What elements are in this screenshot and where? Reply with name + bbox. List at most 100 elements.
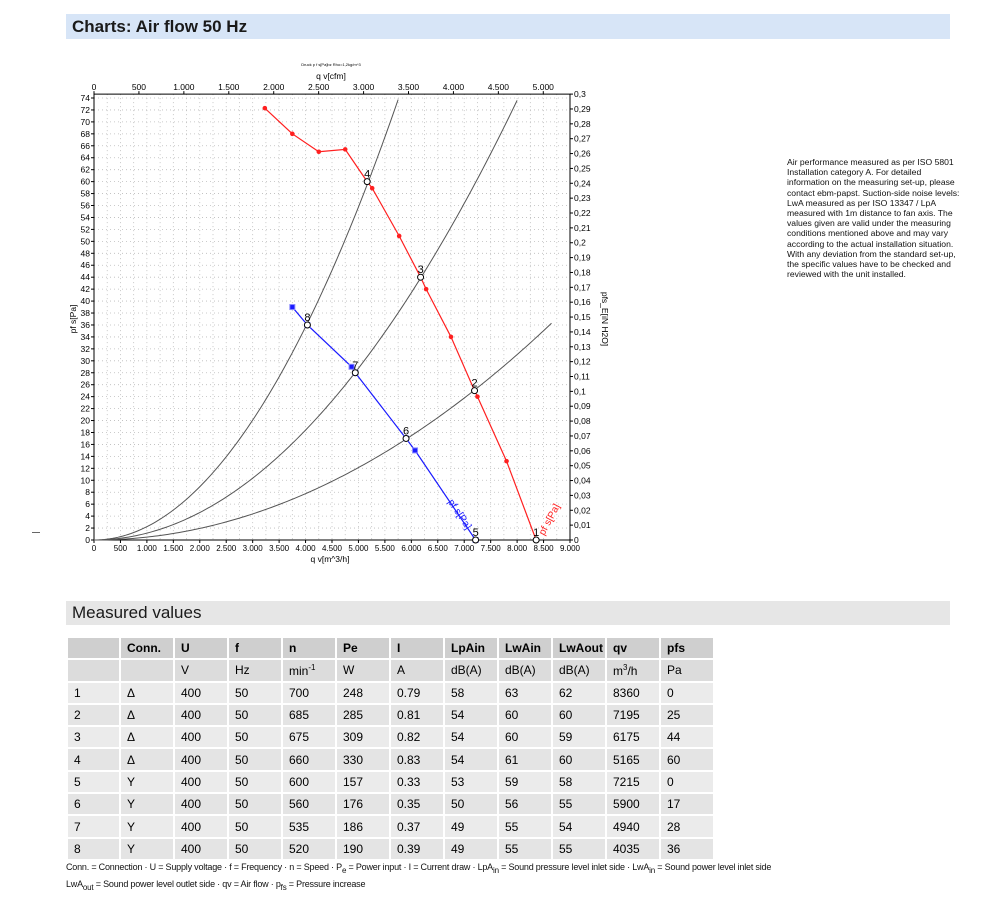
- data-point: [475, 394, 480, 399]
- y2-tick-label: 0,04: [574, 476, 591, 486]
- table-cell: 0.81: [389, 702, 445, 728]
- y-tick-label: 14: [81, 451, 91, 461]
- table-cell: 55: [551, 792, 607, 817]
- y-tick-label: 16: [81, 439, 91, 449]
- table-cell: U: [173, 635, 229, 661]
- x-tick-label: 4.500: [322, 544, 343, 553]
- y2-tick-label: 0,23: [574, 193, 591, 203]
- table-cell: qv: [605, 635, 661, 661]
- table-cell: 61: [497, 747, 553, 772]
- y2-tick-label: 0,05: [574, 461, 591, 471]
- x-tick-label: 0: [92, 544, 97, 553]
- y-tick-label: 12: [81, 463, 91, 473]
- table-cell: 2: [66, 702, 121, 728]
- table-cell: 60: [497, 702, 553, 728]
- table-cell: Conn.: [119, 635, 175, 661]
- y2-tick-label: 0,27: [574, 134, 591, 144]
- table-cell: 400: [173, 725, 229, 750]
- y2-tick-label: 0,09: [574, 401, 591, 411]
- y-tick-label: 58: [81, 189, 91, 199]
- operating-point: [363, 178, 371, 186]
- table-cell: 285: [335, 702, 391, 728]
- y-tick-label: 66: [81, 141, 91, 151]
- table-cell: 7195: [605, 702, 661, 728]
- y-tick-label: 36: [81, 320, 91, 330]
- y-tick-label: 50: [81, 236, 91, 246]
- table-cell: 17: [659, 792, 715, 817]
- y2-tick-label: 0,24: [574, 178, 591, 188]
- table-cell: 50: [227, 702, 283, 728]
- table-row: 3 Δ 400 50 675 309 0.82 54 60 59 6175 44: [66, 725, 715, 750]
- operating-point-label: 3: [418, 264, 424, 276]
- y2-tick-label: 0,28: [574, 119, 591, 129]
- table-cell: 7215: [605, 769, 661, 795]
- operating-point-label: 2: [472, 378, 478, 390]
- x2-tick-label: 500: [132, 82, 146, 92]
- y2-tick-label: 0,18: [574, 267, 591, 277]
- table-cell: 685: [281, 702, 337, 728]
- table-cell: LwAout: [551, 635, 607, 661]
- table-cell: 25: [659, 702, 715, 728]
- table-cell: Δ: [119, 680, 175, 705]
- table-cell: I: [389, 635, 445, 661]
- x-tick-label: 9.000: [560, 544, 581, 553]
- operating-point-label: 7: [352, 360, 358, 372]
- y-tick-label: 4: [85, 511, 90, 521]
- y-tick-label: 20: [81, 416, 91, 426]
- table-cell: 400: [173, 814, 229, 839]
- data-point: [342, 147, 348, 152]
- table-cell: 62: [551, 680, 607, 705]
- table-cell: min-1: [281, 658, 337, 683]
- x2-tick-label: 0: [92, 82, 97, 92]
- table-cell: 6175: [605, 725, 661, 750]
- table-cell: 50: [227, 769, 283, 795]
- table-cell: 560: [281, 792, 337, 817]
- y2-tick-label: 0,01: [574, 520, 591, 530]
- operating-point: [303, 321, 311, 329]
- x2-tick-label: 3.500: [398, 82, 420, 92]
- system-curve: [93, 100, 518, 541]
- x2-tick-label: 1.000: [173, 82, 195, 92]
- operating-point-label: 5: [473, 527, 479, 539]
- x2-tick-label: 1.500: [218, 82, 240, 92]
- y-tick-label: 6: [85, 499, 90, 509]
- table-cell: 50: [227, 725, 283, 750]
- table-cell: 50: [227, 836, 283, 861]
- table-cell: 59: [497, 769, 553, 795]
- table-cell: 50: [227, 680, 283, 705]
- measurement-note: Air performance measured as per ISO 5801…: [787, 157, 960, 280]
- x-tick-label: 8.000: [507, 544, 528, 553]
- table-cell: Y: [119, 792, 175, 817]
- table-cell: f: [227, 635, 283, 661]
- table-cell: 0.83: [389, 747, 445, 772]
- table-row: 6 Y 400 50 560 176 0.35 50 56 55 5900 17: [66, 792, 715, 817]
- x2-tick-label: 5.000: [533, 82, 555, 92]
- table-cell: W: [335, 658, 391, 683]
- operating-point: [472, 536, 480, 544]
- table-cell: 55: [551, 836, 607, 861]
- table-cell: 59: [551, 725, 607, 750]
- table-cell: 44: [659, 725, 715, 750]
- table-cell: A: [389, 658, 445, 683]
- y-tick-label: 28: [81, 368, 91, 378]
- operating-point-label: 1: [533, 527, 539, 539]
- table-cell: 60: [497, 725, 553, 750]
- series-label: pf s[Pa]: [445, 497, 473, 531]
- table-cell: dB(A): [497, 658, 553, 683]
- table-cell: 54: [443, 702, 499, 728]
- table-cell: 49: [443, 836, 499, 861]
- table-cell: Δ: [119, 702, 175, 728]
- y2-axis-label: pfs_E[iN H2O]: [600, 292, 610, 346]
- y-tick-label: 18: [81, 427, 91, 437]
- table-cell: 400: [173, 836, 229, 861]
- table-cell: 50: [443, 792, 499, 817]
- table-cell: 54: [551, 814, 607, 839]
- x-tick-label: 7.500: [481, 544, 502, 553]
- table-cell: 400: [173, 680, 229, 705]
- table-cell: 0: [659, 680, 715, 705]
- table-cell: 8360: [605, 680, 661, 705]
- y2-tick-label: 0,13: [574, 342, 591, 352]
